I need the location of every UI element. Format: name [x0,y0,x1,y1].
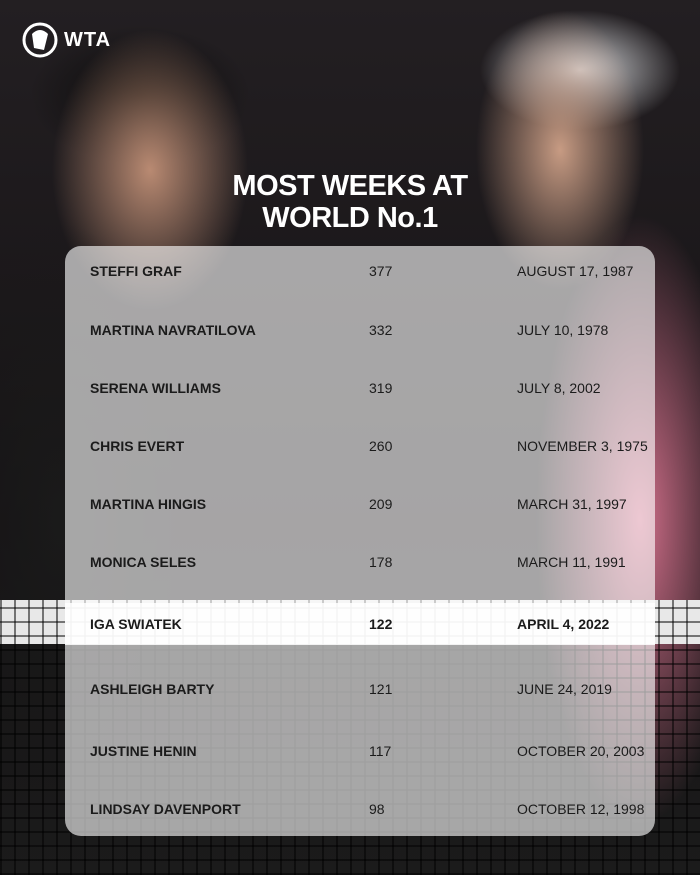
first-date: AUGUST 17, 1987 [517,263,634,279]
wta-player-icon [22,22,58,58]
player-name: MARTINA NAVRATILOVA [90,322,256,338]
table-row: MONICA SELES 178 MARCH 11, 1991 [65,542,655,582]
table-row: STEFFI GRAF 377 AUGUST 17, 1987 [65,251,655,291]
table-row: MARTINA NAVRATILOVA 332 JULY 10, 1978 [65,310,655,350]
title-line-1: MOST WEEKS AT [232,170,468,202]
rankings-table: STEFFI GRAF 377 AUGUST 17, 1987 MARTINA NAV… [65,246,655,836]
player-name: STEFFI GRAF [90,263,182,279]
table-row: LINDSAY DAVENPORT 98 OCTOBER 12, 1998 [65,789,655,829]
player-name: IGA SWIATEK [90,616,182,632]
table-row: IGA SWIATEK 122 APRIL 4, 2022 [65,603,655,645]
weeks-count: 122 [369,616,393,632]
weeks-count: 209 [369,496,393,512]
weeks-count: 319 [369,380,393,396]
wta-logo-text: WTA [64,28,112,51]
player-name: MONICA SELES [90,554,197,570]
weeks-count: 178 [369,554,393,570]
first-date: OCTOBER 20, 2003 [517,743,645,759]
first-date: MARCH 31, 1997 [517,496,627,512]
first-date: JULY 8, 2002 [517,380,601,396]
page-title: MOST WEEKS AT WORLD No.1 [0,170,700,234]
table-row: MARTINA HINGIS 209 MARCH 31, 1997 [65,484,655,524]
first-date: MARCH 11, 1991 [517,554,626,570]
player-name: SERENA WILLIAMS [90,380,221,396]
first-date: APRIL 4, 2022 [517,616,610,632]
table-row: ASHLEIGH BARTY 121 JUNE 24, 2019 [65,669,655,709]
first-date: JUNE 24, 2019 [517,681,612,697]
weeks-count: 117 [369,743,392,759]
weeks-count: 121 [369,681,393,697]
weeks-count: 377 [369,263,393,279]
first-date: OCTOBER 12, 1998 [517,801,645,817]
weeks-count: 332 [369,322,393,338]
table-row: SERENA WILLIAMS 319 JULY 8, 2002 [65,368,655,408]
player-name: MARTINA HINGIS [90,496,207,512]
player-name: LINDSAY DAVENPORT [90,801,241,817]
player-name: CHRIS EVERT [90,438,185,454]
table-row: JUSTINE HENIN 117 OCTOBER 20, 2003 [65,731,655,771]
player-name: JUSTINE HENIN [90,743,197,759]
first-date: NOVEMBER 3, 1975 [517,438,648,454]
table-row: CHRIS EVERT 260 NOVEMBER 3, 1975 [65,426,655,466]
weeks-count: 260 [369,438,393,454]
player-name: ASHLEIGH BARTY [90,681,215,697]
weeks-count: 98 [369,801,385,817]
wta-logo: WTA [20,20,111,60]
first-date: JULY 10, 1978 [517,322,609,338]
title-line-2: WORLD No.1 [262,202,438,234]
